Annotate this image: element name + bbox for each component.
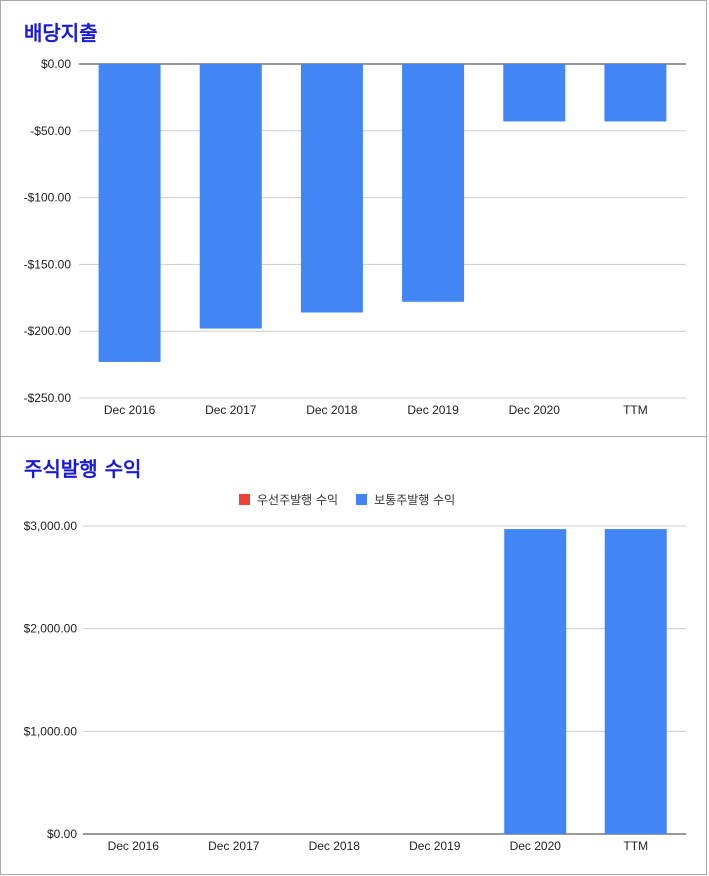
y-tick-label: $0.00 — [47, 827, 77, 841]
x-tick-label: Dec 2017 — [208, 839, 260, 853]
x-tick-label: Dec 2019 — [407, 403, 459, 417]
y-tick-label: $2,000.00 — [24, 622, 78, 636]
y-tick-label: $3,000.00 — [24, 519, 78, 533]
x-tick-label: Dec 2020 — [510, 839, 562, 853]
y-tick-label: $1,000.00 — [24, 724, 78, 738]
x-tick-label: TTM — [623, 839, 648, 853]
dividend-chart-title: 배당지출 — [24, 21, 98, 45]
bar — [98, 64, 161, 362]
y-tick-label: $0.00 — [41, 57, 71, 71]
stock-issuance-chart-panel: 주식발행 수익 우선주발행 수익 보통주발행 수익 $0.00 $1,000.00… — [0, 436, 707, 875]
x-tick-label: Dec 2018 — [309, 839, 361, 853]
bar — [402, 64, 465, 302]
legend-swatch-common — [356, 494, 368, 505]
x-tick-label: Dec 2016 — [108, 839, 160, 853]
y-tick-label: -$50.00 — [30, 124, 71, 138]
legend-item-common: 보통주발행 수익 — [356, 491, 455, 508]
chart-legend: 우선주발행 수익 보통주발행 수익 — [239, 491, 455, 508]
bar — [300, 64, 363, 313]
bar-common — [504, 529, 567, 834]
stock-issuance-chart-title: 주식발행 수익 — [24, 457, 142, 481]
bar — [503, 64, 566, 122]
bar — [604, 64, 667, 122]
stock-issuance-chart-svg: $0.00 $1,000.00 $2,000.00 $3,000.00 Dec 2016… — [24, 519, 686, 853]
y-tick-label: -$100.00 — [24, 191, 72, 205]
y-tick-label: -$150.00 — [24, 257, 72, 271]
legend-item-preferred: 우선주발행 수익 — [239, 491, 338, 508]
dividend-chart-svg: $0.00 -$50.00 -$100.00 -$150.00 -$200.00 -$25… — [24, 57, 686, 417]
x-tick-label: Dec 2019 — [409, 839, 461, 853]
bar-common — [604, 529, 667, 834]
legend-label-preferred: 우선주발행 수익 — [257, 493, 339, 507]
legend-swatch-preferred — [239, 494, 250, 505]
x-tick-label: Dec 2016 — [104, 403, 156, 417]
x-tick-label: TTM — [623, 403, 648, 417]
y-tick-label: -$200.00 — [24, 324, 72, 338]
x-tick-label: Dec 2018 — [306, 403, 358, 417]
y-tick-label: -$250.00 — [24, 391, 72, 405]
bar — [199, 64, 262, 329]
dividend-chart-panel: 배당지출 $0.00 -$50.00 -$100.00 -$150.00 -$200.0… — [0, 0, 707, 437]
legend-label-common: 보통주발행 수익 — [374, 493, 456, 507]
x-tick-label: Dec 2017 — [205, 403, 257, 417]
x-tick-label: Dec 2020 — [509, 403, 561, 417]
